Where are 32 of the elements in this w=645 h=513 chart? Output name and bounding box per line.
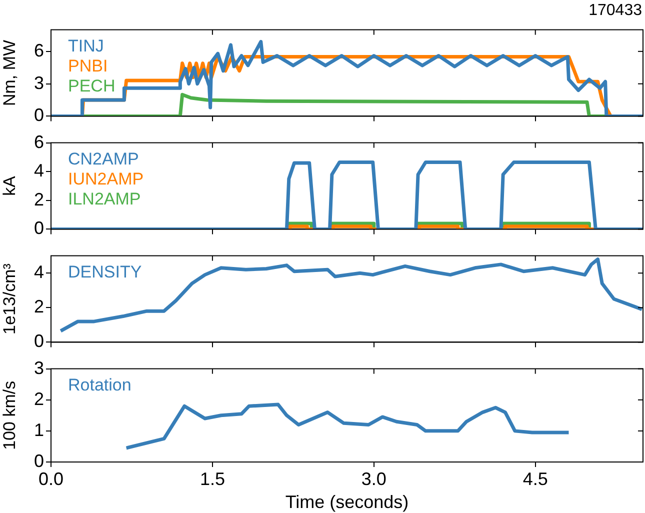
x-tick-label: 1.5 bbox=[200, 468, 225, 489]
y-tick-label: 4 bbox=[34, 160, 44, 181]
series-label: PNBI bbox=[68, 56, 108, 76]
y-tick-label: 2 bbox=[34, 388, 44, 409]
text: Rotation bbox=[68, 375, 132, 394]
chart-title: 170433 bbox=[588, 2, 642, 20]
series-label: PECH bbox=[68, 76, 116, 96]
y-tick-label: 2 bbox=[34, 296, 44, 317]
text: CN2AMP bbox=[68, 149, 139, 168]
x-tick-label: 0.0 bbox=[38, 468, 64, 489]
x-tick-label: 3.0 bbox=[361, 468, 386, 489]
y-tick-label: 6 bbox=[34, 132, 44, 152]
y-tick-label: 0 bbox=[34, 331, 44, 352]
y-tick-label: 6 bbox=[34, 40, 44, 60]
x-tick-label: 4.5 bbox=[522, 468, 548, 489]
y-axis-title: kA bbox=[0, 175, 19, 196]
y-tick-label: 4 bbox=[34, 262, 44, 282]
y-tick-label: 2 bbox=[34, 189, 44, 210]
x-axis-title: Time (seconds) bbox=[285, 492, 409, 512]
y-tick-label: 3 bbox=[34, 72, 44, 93]
text: IUN2AMP bbox=[68, 169, 144, 188]
y-axis-title: Nm, MW bbox=[0, 40, 19, 106]
y-tick-label: 0 bbox=[34, 450, 44, 471]
y-tick-label: 3 bbox=[34, 358, 44, 378]
y-axis-title: 100 km/s bbox=[0, 380, 19, 450]
series-label: DENSITY bbox=[68, 262, 142, 282]
y-tick-label: 0 bbox=[34, 218, 44, 238]
y-axis-title: 1e13/cm³ bbox=[0, 263, 19, 334]
y-tick-label: 1 bbox=[34, 420, 44, 440]
y-tick-label: 0 bbox=[34, 105, 44, 126]
text: TINJ bbox=[68, 36, 104, 56]
series-label: ILN2AMP bbox=[68, 189, 141, 208]
